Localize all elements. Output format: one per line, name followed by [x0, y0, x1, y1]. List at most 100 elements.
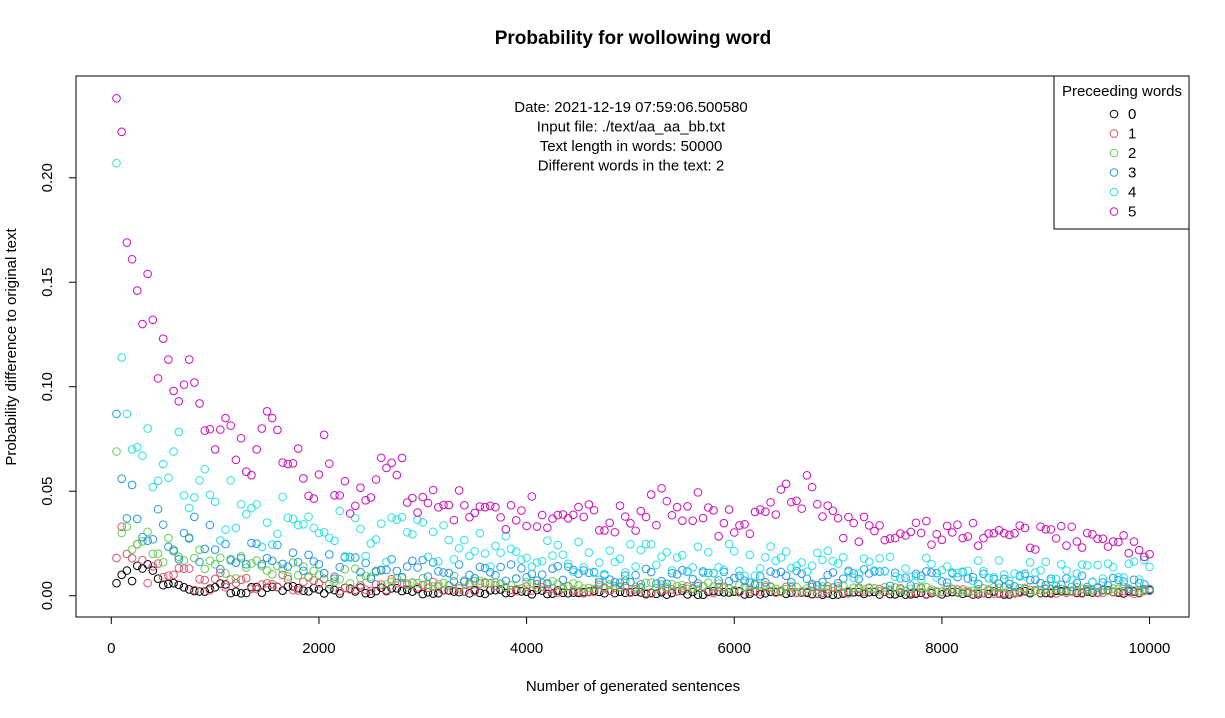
- data-point-series-1: [828, 583, 838, 592]
- data-point-series-0: [984, 589, 993, 599]
- data-point-series-5: [984, 529, 993, 538]
- data-point-series-5: [678, 516, 687, 525]
- data-point-series-3: [350, 553, 360, 562]
- data-point-series-0: [558, 588, 568, 598]
- data-point-series-5: [148, 315, 158, 325]
- data-point-series-5: [942, 521, 952, 531]
- data-point-series-5: [127, 254, 137, 264]
- data-point-series-1: [522, 582, 531, 591]
- legend-label: 0: [1128, 106, 1136, 123]
- data-point-series-5: [626, 518, 635, 528]
- data-point-series-0: [454, 587, 464, 597]
- data-point-series-4: [506, 544, 516, 554]
- data-point-series-4: [553, 540, 563, 550]
- data-point-series-5: [1108, 537, 1118, 546]
- data-point-series-5: [662, 496, 672, 506]
- data-point-series-0: [600, 588, 609, 598]
- data-point-series-4: [112, 158, 121, 168]
- data-point-series-5: [195, 399, 204, 408]
- data-point-series-3: [273, 540, 282, 550]
- data-point-series-2: [849, 583, 858, 593]
- data-point-series-5: [864, 521, 874, 530]
- data-point-series-3: [662, 579, 672, 588]
- data-point-series-2: [563, 582, 573, 591]
- data-point-series-5: [267, 413, 277, 423]
- data-point-series-3: [293, 557, 303, 567]
- data-point-series-4: [636, 545, 646, 555]
- data-point-series-1: [714, 582, 723, 592]
- data-point-series-1: [844, 588, 853, 598]
- data-point-series-2: [1129, 586, 1139, 595]
- data-point-series-4: [190, 493, 199, 502]
- data-point-series-5: [740, 520, 749, 529]
- data-point-series-3: [511, 574, 521, 583]
- data-point-series-4: [148, 482, 158, 492]
- data-point-series-3: [423, 572, 433, 581]
- data-point-series-3: [174, 555, 184, 564]
- data-point-series-0: [288, 581, 298, 591]
- data-point-series-5: [958, 533, 967, 543]
- data-point-series-4: [953, 568, 962, 578]
- data-point-series-4: [885, 552, 895, 562]
- data-point-series-2: [236, 552, 246, 561]
- data-point-series-2: [724, 583, 734, 593]
- data-point-series-3: [143, 536, 152, 545]
- data-point-series-3: [480, 563, 490, 573]
- data-point-series-1: [117, 522, 126, 532]
- data-point-series-1: [942, 585, 952, 594]
- data-point-series-3: [485, 568, 495, 577]
- data-point-series-5: [828, 506, 838, 516]
- data-point-series-4: [1082, 561, 1092, 570]
- data-point-series-0: [885, 589, 895, 599]
- data-point-series-4: [397, 512, 407, 522]
- data-point-series-4: [1046, 576, 1056, 586]
- data-point-series-1: [288, 585, 298, 595]
- data-point-series-2: [709, 582, 718, 591]
- data-point-series-5: [709, 506, 718, 515]
- data-point-series-0: [563, 588, 573, 598]
- data-point-series-3: [911, 569, 921, 579]
- data-point-series-2: [122, 522, 132, 532]
- data-point-series-2: [1108, 584, 1118, 593]
- data-point-series-4: [200, 464, 210, 474]
- data-point-series-2: [838, 581, 848, 590]
- data-point-series-3: [729, 573, 739, 583]
- data-point-series-3: [678, 565, 687, 575]
- x-tick-label: 8000: [925, 640, 958, 657]
- data-point-series-5: [1140, 552, 1149, 562]
- data-point-series-3: [688, 574, 698, 584]
- data-point-series-0: [875, 590, 884, 599]
- data-point-series-2: [667, 579, 677, 589]
- chart-title: Probability for wollowing word: [495, 28, 772, 49]
- data-point-series-5: [314, 470, 324, 479]
- data-point-series-3: [719, 567, 729, 577]
- data-point-series-5: [999, 528, 1009, 538]
- data-point-series-5: [350, 501, 360, 511]
- data-point-series-1: [184, 564, 194, 573]
- data-point-series-0: [418, 589, 428, 599]
- data-point-series-4: [366, 539, 376, 548]
- data-point-series-4: [179, 491, 189, 500]
- data-point-series-3: [833, 578, 843, 588]
- data-point-series-2: [132, 540, 142, 549]
- data-point-series-3: [828, 568, 838, 577]
- data-point-series-4: [657, 552, 666, 561]
- data-point-series-5: [200, 426, 210, 435]
- data-point-series-4: [439, 520, 448, 530]
- data-point-series-3: [460, 577, 469, 586]
- data-point-series-0: [184, 585, 194, 594]
- data-point-series-3: [501, 576, 511, 586]
- data-point-series-1: [1025, 585, 1035, 595]
- data-point-series-5: [1129, 537, 1139, 546]
- data-point-series-3: [1082, 582, 1092, 592]
- data-point-series-2: [1005, 584, 1014, 594]
- data-point-series-2: [589, 584, 599, 594]
- data-point-series-1: [413, 583, 422, 592]
- data-point-series-5: [283, 459, 293, 469]
- data-point-series-2: [932, 587, 942, 596]
- data-point-series-2: [771, 584, 781, 594]
- data-point-series-2: [875, 587, 884, 596]
- data-point-series-0: [356, 583, 365, 592]
- data-point-series-1: [709, 588, 718, 598]
- data-point-series-1: [382, 585, 391, 595]
